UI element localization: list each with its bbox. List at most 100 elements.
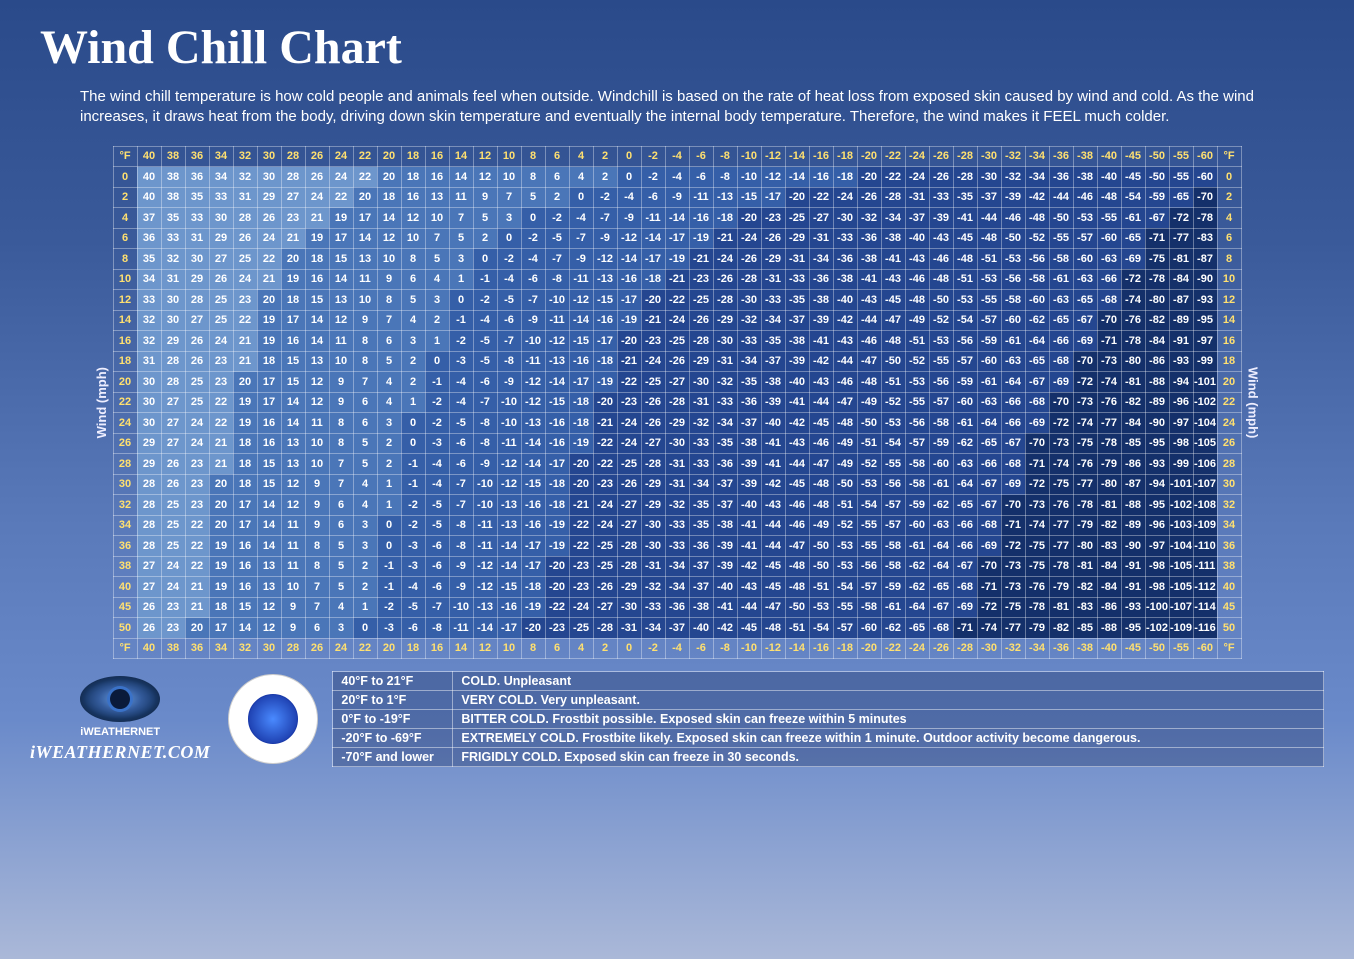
wind-speed-cell: 36	[1217, 536, 1241, 557]
eye-icon	[80, 676, 160, 722]
chill-value-cell: -57	[977, 310, 1001, 331]
chill-value-cell: -45	[737, 618, 761, 639]
chill-value-cell: -107	[1193, 474, 1217, 495]
chill-value-cell: -15	[593, 290, 617, 311]
chill-value-cell: -56	[857, 556, 881, 577]
chill-value-cell: -14	[497, 536, 521, 557]
chill-value-cell: -86	[1121, 454, 1145, 475]
chill-value-cell: -7	[425, 597, 449, 618]
chill-value-cell: -100	[1145, 597, 1169, 618]
wind-speed-cell: 34	[113, 515, 137, 536]
table-header-cell: 30	[257, 638, 281, 659]
chill-value-cell: -72	[1049, 413, 1073, 434]
legend-table: 40°F to 21°FCOLD. Unpleasant20°F to 1°FV…	[332, 671, 1324, 767]
chill-value-cell: 17	[233, 515, 257, 536]
description-text: The wind chill temperature is how cold p…	[80, 87, 1320, 128]
chill-value-cell: 16	[305, 269, 329, 290]
chill-value-cell: -28	[617, 556, 641, 577]
legend-range: -70°F and lower	[333, 748, 453, 767]
chill-value-cell: -13	[593, 269, 617, 290]
chill-value-cell: -56	[1001, 269, 1025, 290]
chill-value-cell: -64	[1025, 331, 1049, 352]
chill-value-cell: 8	[401, 249, 425, 270]
chill-value-cell: -21	[665, 269, 689, 290]
chill-value-cell: -95	[1145, 433, 1169, 454]
chill-value-cell: -105	[1169, 556, 1193, 577]
wind-speed-cell: 16	[113, 331, 137, 352]
chill-value-cell: 23	[161, 618, 185, 639]
table-header-cell: -22	[881, 146, 905, 167]
chill-value-cell: -38	[1073, 167, 1097, 188]
chill-value-cell: 31	[161, 269, 185, 290]
chill-value-cell: 13	[329, 290, 353, 311]
chill-value-cell: -14	[785, 167, 809, 188]
chill-value-cell: -42	[737, 556, 761, 577]
chill-value-cell: -71	[977, 577, 1001, 598]
chill-value-cell: -81	[1169, 249, 1193, 270]
chill-value-cell: -49	[905, 310, 929, 331]
chill-value-cell: -5	[401, 597, 425, 618]
chill-value-cell: -58	[1049, 249, 1073, 270]
chill-value-cell: -61	[881, 597, 905, 618]
chill-value-cell: -65	[1073, 290, 1097, 311]
chill-value-cell: -27	[809, 208, 833, 229]
chill-value-cell: -45	[953, 228, 977, 249]
chill-value-cell: 21	[233, 351, 257, 372]
chill-value-cell: 10	[353, 290, 377, 311]
chill-value-cell: -22	[593, 454, 617, 475]
chill-value-cell: -52	[857, 454, 881, 475]
wind-speed-cell: 34	[1217, 515, 1241, 536]
chill-value-cell: -41	[953, 208, 977, 229]
chill-value-cell: 13	[425, 187, 449, 208]
chill-value-cell: 6	[353, 392, 377, 413]
chill-value-cell: -94	[1145, 474, 1169, 495]
chill-value-cell: -40	[1097, 167, 1121, 188]
chill-value-cell: 17	[353, 208, 377, 229]
table-header-cell: -2	[641, 638, 665, 659]
chill-value-cell: 23	[281, 208, 305, 229]
chill-value-cell: -42	[1025, 187, 1049, 208]
chill-value-cell: -11	[641, 208, 665, 229]
chill-value-cell: -9	[665, 187, 689, 208]
chill-value-cell: 20	[353, 187, 377, 208]
chill-value-cell: -22	[545, 597, 569, 618]
chill-value-cell: -18	[593, 351, 617, 372]
chill-value-cell: 12	[329, 310, 353, 331]
chill-value-cell: -24	[713, 249, 737, 270]
chill-value-cell: -61	[1001, 331, 1025, 352]
chill-value-cell: 4	[329, 597, 353, 618]
chill-value-cell: -9	[569, 249, 593, 270]
chill-value-cell: -86	[1097, 597, 1121, 618]
chill-value-cell: 23	[161, 597, 185, 618]
chill-value-cell: 21	[305, 208, 329, 229]
chill-value-cell: -41	[761, 454, 785, 475]
chill-value-cell: -116	[1193, 618, 1217, 639]
chill-value-cell: -53	[881, 413, 905, 434]
chill-value-cell: 29	[257, 187, 281, 208]
chill-value-cell: -19	[521, 597, 545, 618]
chill-value-cell: -61	[953, 413, 977, 434]
chill-value-cell: 25	[209, 310, 233, 331]
chill-value-cell: -34	[737, 351, 761, 372]
chill-value-cell: -29	[689, 351, 713, 372]
chill-value-cell: 21	[185, 577, 209, 598]
chill-value-cell: 27	[161, 392, 185, 413]
chill-value-cell: -88	[1097, 618, 1121, 639]
chill-value-cell: -60	[953, 392, 977, 413]
chill-value-cell: -60	[1073, 249, 1097, 270]
chill-value-cell: -46	[857, 331, 881, 352]
chill-value-cell: -50	[1145, 167, 1169, 188]
chill-value-cell: 0	[449, 290, 473, 311]
chill-value-cell: 0	[521, 208, 545, 229]
chill-value-cell: 2	[401, 372, 425, 393]
chill-value-cell: -48	[905, 290, 929, 311]
chill-value-cell: -20	[617, 331, 641, 352]
chill-value-cell: -1	[449, 310, 473, 331]
chill-value-cell: -61	[929, 474, 953, 495]
chill-value-cell: -52	[1025, 228, 1049, 249]
chill-value-cell: -30	[833, 208, 857, 229]
chill-value-cell: -15	[569, 331, 593, 352]
chill-value-cell: -17	[761, 187, 785, 208]
chill-value-cell: -68	[1049, 351, 1073, 372]
chill-value-cell: -24	[737, 228, 761, 249]
